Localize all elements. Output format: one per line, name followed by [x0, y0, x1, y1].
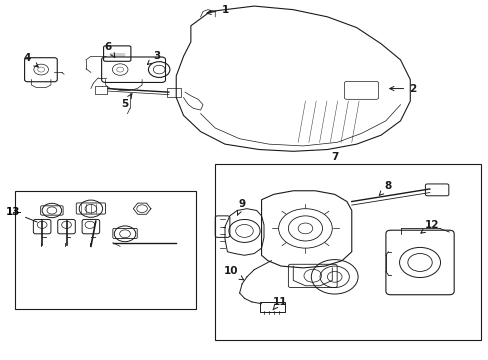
Text: 8: 8	[379, 181, 391, 195]
Bar	[215, 164, 480, 339]
Text: 2: 2	[389, 84, 415, 94]
Text: 1: 1	[206, 5, 228, 15]
Text: 13: 13	[6, 207, 37, 222]
Text: 3: 3	[147, 51, 160, 64]
Bar	[15, 191, 195, 309]
Text: 12: 12	[420, 220, 439, 233]
Text: 7: 7	[330, 152, 338, 162]
Text: 5: 5	[121, 94, 132, 109]
Text: 10: 10	[223, 266, 243, 280]
Text: 9: 9	[237, 199, 245, 215]
Text: 4: 4	[24, 53, 38, 67]
Text: 11: 11	[272, 297, 286, 310]
Text: 6: 6	[104, 42, 115, 57]
